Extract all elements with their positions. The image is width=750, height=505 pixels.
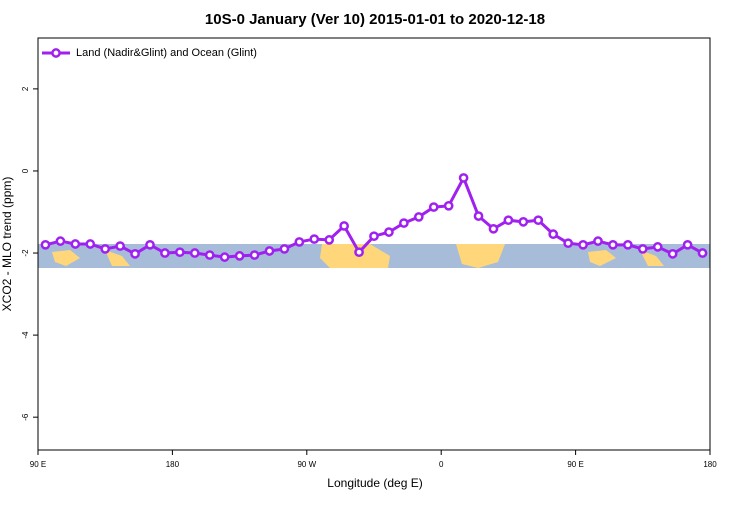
- data-point: [563, 238, 573, 249]
- data-point: [428, 202, 439, 212]
- data-point: [115, 241, 125, 251]
- data-point: [384, 227, 394, 237]
- data-point: [443, 200, 454, 211]
- map-strip: [38, 244, 710, 268]
- data-point: [518, 216, 529, 227]
- data-point: [473, 211, 484, 221]
- data-point: [85, 239, 96, 249]
- data-point: [55, 236, 66, 246]
- data-point: [145, 239, 155, 250]
- data-point: [70, 239, 81, 249]
- data-point: [652, 242, 663, 252]
- data-point: [667, 248, 678, 259]
- data-point: [160, 248, 170, 258]
- x-tick-label: 90 W: [297, 460, 316, 469]
- data-point: [354, 247, 364, 258]
- data-point: [249, 250, 260, 260]
- data-point: [279, 244, 290, 254]
- data-point: [100, 244, 111, 254]
- y-tick-label: -2: [21, 249, 30, 257]
- data-point: [175, 247, 185, 258]
- x-tick-label: 90 E: [567, 460, 583, 469]
- data-point: [189, 248, 200, 258]
- data-point: [40, 239, 51, 250]
- data-point: [503, 215, 514, 226]
- x-tick-label: 180: [166, 460, 180, 469]
- data-point: [533, 215, 544, 226]
- data-point: [608, 239, 618, 250]
- data-point: [309, 234, 320, 244]
- data-point: [623, 239, 633, 250]
- x-tick-label: 0: [439, 460, 444, 469]
- data-point: [578, 239, 588, 250]
- y-tick-label: -6: [21, 413, 30, 421]
- data-point: [369, 231, 379, 242]
- data-point: [234, 251, 245, 261]
- data-point: [593, 236, 603, 246]
- data-point: [264, 246, 275, 256]
- data-point: [339, 221, 349, 231]
- chart-title: 10S-0 January (Ver 10) 2015-01-01 to 202…: [205, 11, 545, 28]
- data-point: [219, 252, 230, 262]
- data-point: [204, 250, 215, 260]
- legend-marker: [51, 48, 61, 58]
- data-point: [399, 218, 409, 228]
- data-point: [458, 173, 469, 183]
- data-point: [294, 237, 305, 247]
- x-axis-label: Longitude (deg E): [327, 476, 422, 490]
- data-point: [488, 223, 499, 234]
- data-point: [697, 248, 708, 258]
- legend-label: Land (Nadir&Glint) and Ocean (Glint): [76, 47, 257, 59]
- x-tick-label: 180: [703, 460, 717, 469]
- data-point: [324, 235, 335, 245]
- y-axis-label: XCO2 - MLO trend (ppm): [0, 177, 14, 312]
- data-point: [682, 239, 693, 250]
- y-tick-label: 2: [21, 86, 30, 91]
- data-point: [637, 244, 648, 254]
- data-point: [130, 248, 140, 259]
- y-tick-label: -4: [21, 331, 30, 339]
- y-tick-label: 0: [21, 168, 30, 173]
- data-point: [548, 229, 559, 240]
- plot-frame: [37, 37, 711, 451]
- x-tick-label: 90 E: [30, 460, 46, 469]
- data-point: [413, 212, 424, 222]
